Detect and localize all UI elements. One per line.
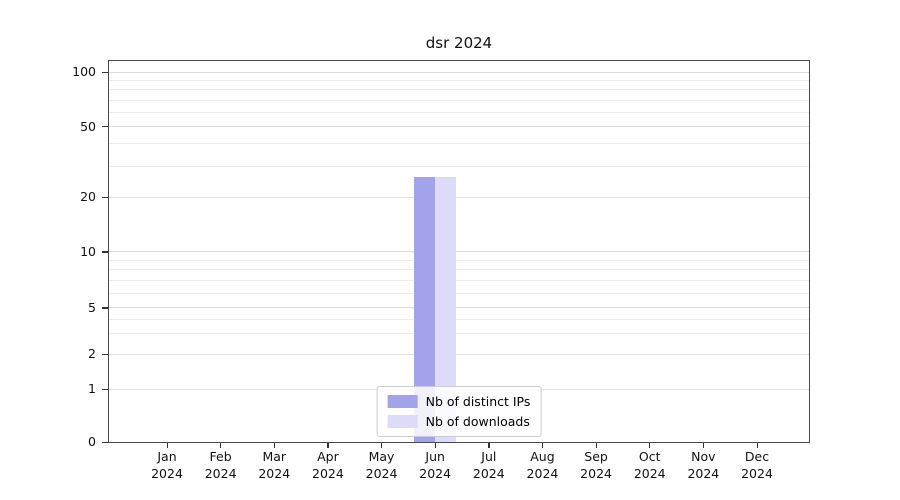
x-tick-label: Apr 2024 <box>312 449 344 481</box>
gridline <box>109 318 809 320</box>
y-tick-label: 50 <box>80 118 96 134</box>
gridline <box>109 99 809 101</box>
x-tick <box>756 443 758 448</box>
plot-area: Nb of distinct IPs Nb of downloads <box>108 60 810 443</box>
x-tick-label: Jul 2024 <box>472 449 505 481</box>
gridline <box>109 269 809 271</box>
x-tick-label: Sep 2024 <box>580 449 612 481</box>
x-tick-label: Dec 2024 <box>741 449 773 481</box>
legend-item-distinct-ips: Nb of distinct IPs <box>387 394 531 409</box>
y-tick <box>102 196 108 199</box>
gridline <box>109 307 809 309</box>
y-tick <box>102 388 108 391</box>
y-tick-label: 100 <box>72 64 96 80</box>
x-tick-label: Jun 2024 <box>419 449 452 481</box>
bar-downloads-jun <box>435 177 457 442</box>
x-tick <box>595 443 597 448</box>
gridline <box>109 292 809 294</box>
gridline <box>109 165 809 167</box>
gridline <box>109 143 809 145</box>
x-tick <box>702 443 705 448</box>
y-tick <box>102 126 108 128</box>
gridline <box>109 111 809 113</box>
gridline <box>109 259 809 261</box>
legend-label-distinct-ips: Nb of distinct IPs <box>425 394 531 409</box>
gridline <box>109 71 809 73</box>
gridline <box>109 333 809 335</box>
x-tick-label: Jan 2024 <box>151 449 183 481</box>
x-tick <box>220 443 222 448</box>
x-tick <box>541 443 544 448</box>
y-tick-label: 1 <box>88 381 96 397</box>
x-tick-label: Nov 2024 <box>687 449 720 481</box>
legend-item-downloads: Nb of downloads <box>387 414 531 429</box>
x-tick-label: Aug 2024 <box>526 449 559 481</box>
y-tick <box>102 441 108 443</box>
y-tick-label: 0 <box>88 434 96 449</box>
chart-title: dsr 2024 <box>425 34 493 52</box>
y-tick-label: 10 <box>80 243 96 259</box>
x-tick <box>381 443 383 448</box>
x-tick <box>488 443 490 448</box>
gridline <box>109 196 809 198</box>
x-tick-label: Mar 2024 <box>258 449 291 481</box>
legend-label-downloads: Nb of downloads <box>425 414 530 429</box>
legend-swatch-distinct-ips <box>387 395 418 408</box>
gridline <box>109 89 809 91</box>
x-tick <box>166 443 168 448</box>
x-tick <box>327 443 329 448</box>
x-tick-label: Feb 2024 <box>204 449 237 481</box>
x-tick <box>649 443 651 448</box>
y-tick <box>102 251 108 253</box>
gridline <box>109 353 809 355</box>
gridline <box>109 251 809 253</box>
x-tick-label: May 2024 <box>365 449 398 481</box>
gridline <box>109 280 809 282</box>
gridline <box>109 79 809 81</box>
y-tick-label: 2 <box>88 346 96 362</box>
x-tick <box>434 443 436 448</box>
y-tick <box>102 353 108 356</box>
bar-distinct-ips-jun <box>414 177 436 442</box>
legend: Nb of distinct IPs Nb of downloads <box>376 386 542 437</box>
x-tick <box>273 443 275 448</box>
x-tick-label: Oct 2024 <box>633 449 666 481</box>
gridline <box>109 126 809 128</box>
legend-swatch-downloads <box>387 415 418 428</box>
y-tick <box>102 307 108 309</box>
y-tick <box>102 71 108 73</box>
y-tick-label: 5 <box>88 299 96 315</box>
y-tick-label: 20 <box>80 189 96 205</box>
